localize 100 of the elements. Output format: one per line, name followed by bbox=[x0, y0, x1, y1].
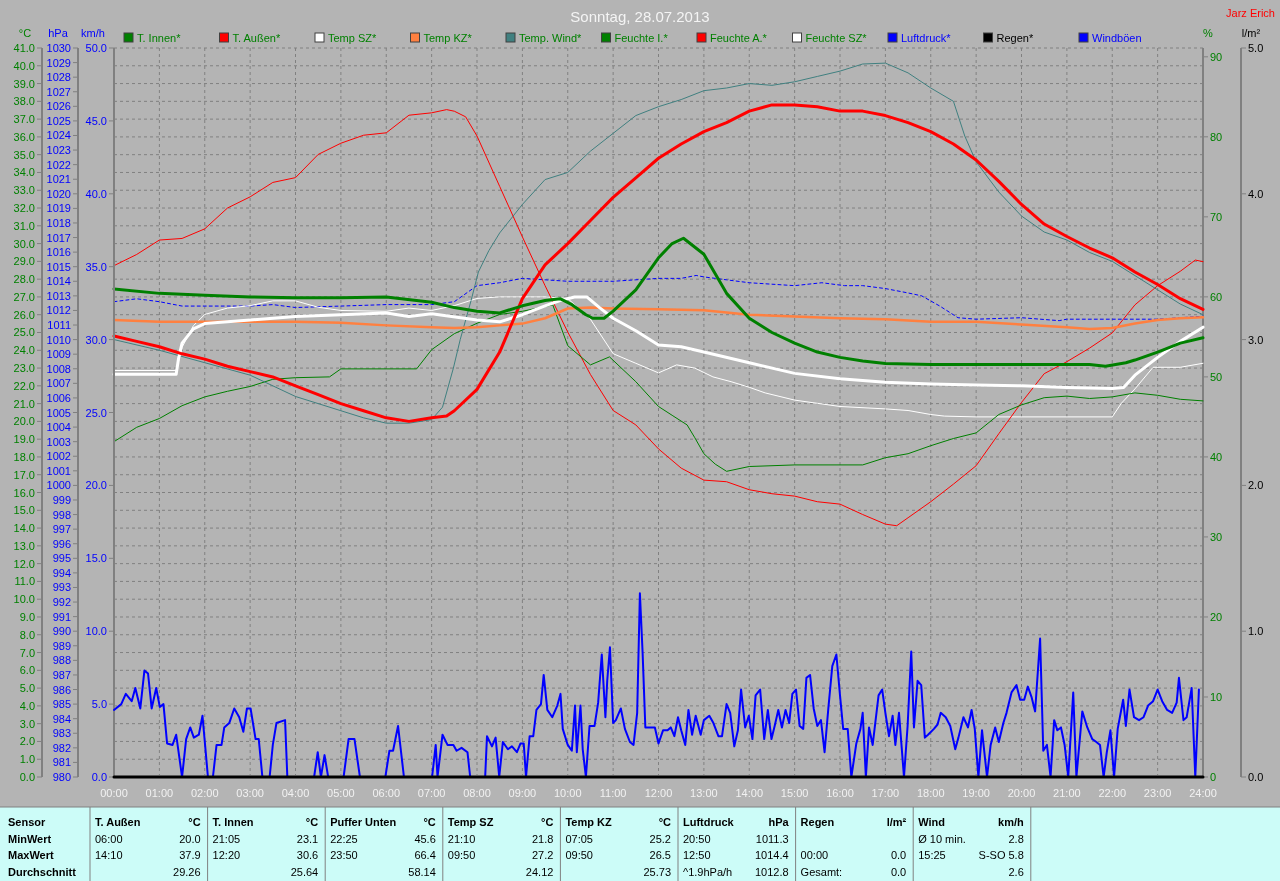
x-tick-label: 24:00 bbox=[1189, 787, 1217, 799]
text: 21:05 bbox=[212, 833, 241, 845]
text: Jarz Erich bbox=[1226, 7, 1275, 19]
legend-label: Feuchte I.* bbox=[614, 32, 669, 44]
x-tick-label: 05:00 bbox=[327, 787, 355, 799]
y2-tick-label: 0 bbox=[1210, 771, 1217, 783]
y-tick-label: 10.0 bbox=[85, 625, 107, 638]
y-tick-label: 27.0 bbox=[13, 290, 35, 303]
y3-tick-label: 1007 bbox=[46, 377, 71, 390]
text: 09:50 bbox=[447, 849, 476, 861]
x-tick-label: 14:00 bbox=[735, 787, 764, 799]
category-label: T. Innen bbox=[212, 816, 254, 828]
y-tick-label: 35.0 bbox=[85, 260, 107, 273]
y3-tick-label: 1019 bbox=[46, 202, 71, 215]
category-label: °C bbox=[423, 816, 436, 828]
text: 09:50 bbox=[565, 849, 593, 861]
y3-axis-title: hPa bbox=[48, 27, 69, 39]
category-label: °C bbox=[305, 816, 319, 828]
text: 14:10 bbox=[95, 849, 123, 861]
y2-tick-label: 0.0 bbox=[1248, 771, 1264, 783]
legend-label: Regen* bbox=[996, 32, 1034, 44]
category-label: MinWert bbox=[8, 833, 52, 845]
y-tick-label: 34.0 bbox=[13, 166, 35, 179]
y-tick-label: 4.0 bbox=[19, 699, 35, 712]
text: 1012.8 bbox=[754, 866, 789, 878]
y2-tick-label: 50 bbox=[1210, 370, 1223, 383]
y3-tick-label: 1003 bbox=[46, 435, 71, 448]
y3-tick-label: 985 bbox=[52, 698, 71, 711]
y3-tick-label: 1009 bbox=[46, 348, 71, 361]
y2-tick-label: 1.0 bbox=[1248, 625, 1264, 638]
category-label: Wind bbox=[918, 816, 945, 828]
text: 2.6 bbox=[1008, 866, 1024, 878]
x-tick-label: 08:00 bbox=[463, 787, 491, 799]
y-tick-label: 26.0 bbox=[13, 308, 35, 321]
y3-tick-label: 991 bbox=[52, 610, 71, 623]
category-label: hPa bbox=[768, 816, 790, 828]
y3-tick-label: 1014 bbox=[46, 275, 71, 288]
x-tick-label: 23:00 bbox=[1143, 787, 1172, 799]
y-tick-label: 5.0 bbox=[91, 698, 107, 711]
category-label: °C bbox=[541, 816, 554, 828]
category-label: °C bbox=[658, 816, 672, 828]
text: 0.0 bbox=[890, 866, 907, 878]
y-tick-label: 5.0 bbox=[19, 682, 35, 695]
y3-tick-label: 1012 bbox=[46, 304, 71, 317]
y3-tick-label: 1016 bbox=[46, 246, 71, 259]
text: 1011.3 bbox=[755, 833, 789, 845]
text: 22:25 bbox=[330, 833, 358, 845]
x-tick-label: 04:00 bbox=[281, 787, 310, 799]
y2-tick-label: 4.0 bbox=[1248, 187, 1264, 200]
y-tick-label: 10.0 bbox=[13, 593, 35, 606]
y3-tick-label: 1000 bbox=[46, 479, 71, 492]
y3-tick-label: 998 bbox=[52, 508, 71, 521]
y3-tick-label: 1028 bbox=[46, 71, 71, 84]
line-series bbox=[112, 306, 1205, 331]
y2-tick-label: 90 bbox=[1210, 50, 1223, 63]
y3-tick-label: 995 bbox=[52, 552, 71, 565]
legend-label: Luftdruck* bbox=[901, 32, 952, 44]
y-tick-label: 14.0 bbox=[13, 522, 35, 535]
category-label: Regen bbox=[800, 816, 835, 828]
y3-tick-label: 1018 bbox=[46, 216, 71, 229]
text: 37.9 bbox=[179, 849, 201, 861]
text: 12:50 bbox=[683, 849, 711, 861]
legend-label: Feuchte SZ* bbox=[805, 32, 868, 44]
y-tick-label: 32.0 bbox=[13, 202, 35, 215]
text: 26.5 bbox=[649, 849, 671, 861]
y-tick-label: 30.0 bbox=[85, 333, 107, 346]
y-tick-label: 13.0 bbox=[13, 539, 35, 552]
category-label: MaxWert bbox=[8, 849, 54, 861]
legend-label: T. Innen* bbox=[137, 32, 182, 44]
line-series bbox=[113, 296, 1204, 418]
y3-tick-label: 989 bbox=[52, 639, 71, 652]
x-tick-label: 21:00 bbox=[1053, 787, 1081, 799]
y-tick-label: 24.0 bbox=[13, 344, 35, 357]
legend-label: Temp SZ* bbox=[328, 32, 378, 44]
y2-axis-title: % bbox=[1203, 27, 1214, 39]
y3-tick-label: 988 bbox=[52, 654, 71, 667]
y3-tick-label: 1024 bbox=[46, 129, 71, 142]
text: 25.64 bbox=[290, 866, 319, 878]
text: 24.12 bbox=[525, 866, 554, 878]
text: 21.8 bbox=[531, 833, 554, 845]
category-label: Temp SZ bbox=[447, 816, 494, 828]
x-tick-label: 03:00 bbox=[236, 787, 264, 799]
y2-tick-label: 2.0 bbox=[1248, 479, 1264, 492]
x-tick-label: 18:00 bbox=[916, 787, 945, 799]
y-tick-label: 12.0 bbox=[13, 557, 35, 570]
y2-tick-label: 10 bbox=[1210, 690, 1223, 703]
y3-tick-label: 1001 bbox=[46, 464, 71, 477]
text: Ø 10 min. bbox=[918, 833, 966, 845]
y3-tick-label: 999 bbox=[52, 493, 71, 506]
y2-tick-label: 5.0 bbox=[1248, 42, 1264, 54]
text: 1014.4 bbox=[754, 849, 789, 861]
y-tick-label: 1.0 bbox=[19, 753, 35, 766]
y2-tick-label: 70 bbox=[1210, 210, 1223, 223]
category-label: °C bbox=[188, 816, 201, 828]
y3-tick-label: 990 bbox=[52, 625, 71, 638]
y-tick-label: 21.0 bbox=[13, 397, 35, 410]
y-axis-title: °C bbox=[18, 27, 32, 39]
x-tick-label: 06:00 bbox=[372, 787, 401, 799]
y-tick-label: 20.0 bbox=[13, 415, 35, 428]
x-tick-label: 15:00 bbox=[780, 787, 809, 799]
